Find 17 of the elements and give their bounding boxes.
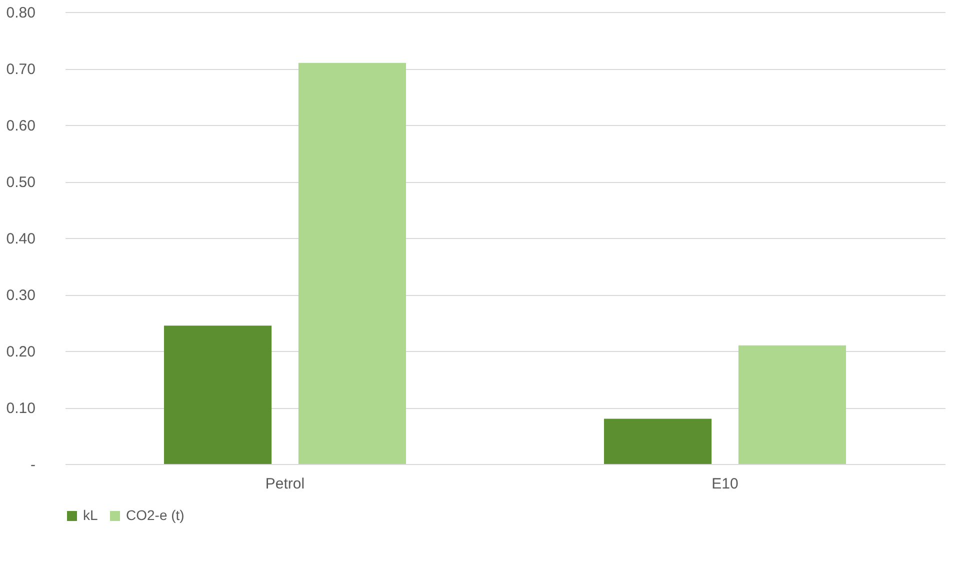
bar xyxy=(604,418,712,464)
y-tick-label: 0.20 xyxy=(6,344,36,360)
x-tick-label: E10 xyxy=(712,476,738,492)
y-tick-label: 0.60 xyxy=(6,118,36,134)
y-tick-label: - xyxy=(30,456,36,474)
x-tick-label: Petrol xyxy=(265,476,305,492)
legend-label: CO2-e (t) xyxy=(126,507,184,523)
bar xyxy=(738,345,846,464)
bar xyxy=(298,62,406,464)
y-tick-label: 0.40 xyxy=(6,230,36,248)
y-tick-label: 0.70 xyxy=(6,61,36,78)
y-tick-label: 0.10 xyxy=(6,400,36,417)
y-tick-label: 0.50 xyxy=(6,174,36,191)
legend-label: kL xyxy=(83,507,98,523)
y-tick-label: 0.30 xyxy=(6,287,36,304)
bar xyxy=(164,326,272,464)
y-tick-label: 0.80 xyxy=(6,4,36,22)
